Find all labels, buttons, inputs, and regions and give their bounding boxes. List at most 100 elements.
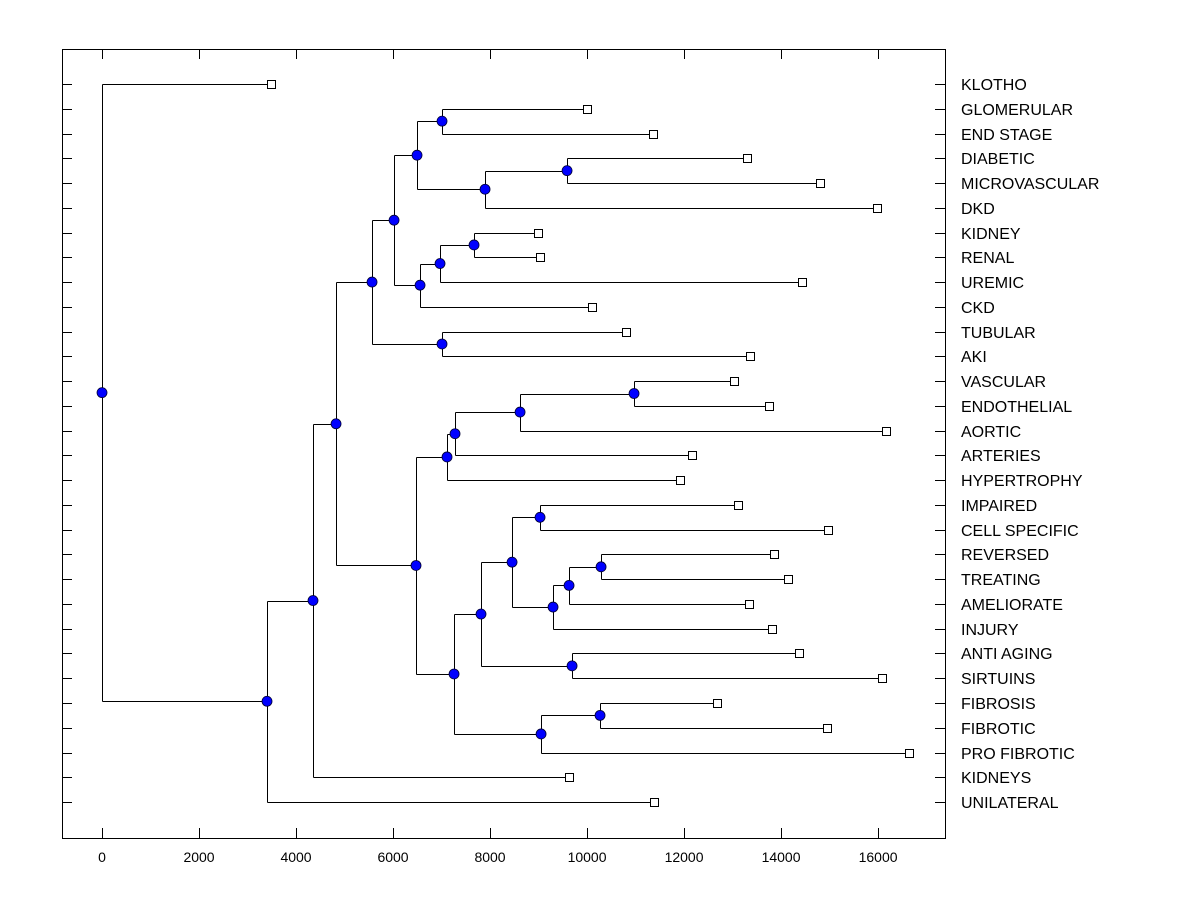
leaf-marker	[882, 427, 891, 436]
leaf-label: HYPERTROPHY	[961, 473, 1083, 490]
leaf-label: VASCULAR	[961, 374, 1046, 391]
x-tick-label: 2000	[183, 849, 214, 865]
leaf-marker	[688, 451, 697, 460]
leaf-marker	[795, 649, 804, 658]
leaf-marker	[534, 229, 543, 238]
leaf-label: AMELIORATE	[961, 597, 1063, 614]
merge-node	[547, 601, 559, 613]
leaf-label: KIDNEYS	[961, 770, 1031, 787]
leaf-label: ANTI AGING	[961, 646, 1053, 663]
leaf-label: UNILATERAL	[961, 795, 1059, 812]
leaf-marker	[588, 303, 597, 312]
leaf-label: CELL SPECIFIC	[961, 523, 1079, 540]
leaf-label: AORTIC	[961, 424, 1021, 441]
x-tick-label: 6000	[377, 849, 408, 865]
x-tick-label: 12000	[665, 849, 704, 865]
merge-node	[449, 428, 461, 440]
leaf-marker	[649, 130, 658, 139]
leaf-marker	[734, 501, 743, 510]
leaf-label: KLOTHO	[961, 77, 1027, 94]
x-tick-label: 10000	[568, 849, 607, 865]
leaf-label: AKI	[961, 349, 987, 366]
leaf-marker	[798, 278, 807, 287]
merge-node	[436, 115, 448, 127]
leaf-label: END STAGE	[961, 127, 1052, 144]
leaf-marker	[583, 105, 592, 114]
leaf-marker	[730, 377, 739, 386]
leaf-label: MICROVASCULAR	[961, 176, 1099, 193]
merge-node	[410, 560, 422, 571]
merge-node	[307, 595, 319, 606]
x-tick-label: 4000	[280, 849, 311, 865]
leaf-labels: KLOTHO GLOMERULAR END STAGE DIABETIC MICROVA…	[961, 77, 1099, 812]
merge-node	[366, 276, 378, 288]
leaf-marker	[622, 328, 631, 337]
merge-node	[96, 387, 108, 399]
leaf-label: FIBROSIS	[961, 696, 1036, 713]
leaf-marker	[650, 798, 659, 807]
leaf-marker	[765, 402, 774, 411]
leaf-label: TUBULAR	[961, 325, 1036, 342]
merge-node	[330, 418, 342, 430]
leaf-label: SIRTUINS	[961, 671, 1035, 688]
merge-node	[261, 695, 273, 707]
plot-border	[62, 49, 946, 839]
x-axis-tick-labels: 0 2000 4000 6000 8000 10000 12000 14000 16000	[98, 849, 898, 865]
plot-frame	[62, 49, 946, 839]
leaf-marker	[905, 749, 914, 758]
leaf-label: ENDOTHELIAL	[961, 399, 1072, 416]
merge-node	[514, 406, 526, 418]
merge-node	[594, 709, 606, 721]
merge-node	[388, 214, 400, 226]
leaf-label: PRO FIBROTIC	[961, 746, 1075, 763]
merge-node	[563, 579, 575, 591]
leaf-marker	[743, 154, 752, 163]
merge-node	[448, 668, 460, 680]
merge-node	[434, 258, 446, 269]
leaf-label: DKD	[961, 201, 995, 218]
leaf-marker	[745, 600, 754, 609]
leaf-marker	[824, 526, 833, 535]
leaf-marker	[746, 352, 755, 361]
merge-nodes	[96, 115, 640, 740]
leaf-label: GLOMERULAR	[961, 102, 1073, 119]
leaf-marker	[878, 674, 887, 683]
leaf-marker	[676, 476, 685, 485]
leaf-marker	[768, 625, 777, 634]
leaf-label: UREMIC	[961, 275, 1024, 292]
leaf-label: REVERSED	[961, 547, 1049, 564]
x-tick-label: 8000	[474, 849, 505, 865]
leaf-marker	[713, 699, 722, 708]
merge-node	[628, 388, 640, 399]
leaf-marker	[536, 253, 545, 262]
merge-node	[534, 511, 546, 523]
x-tick-label: 0	[98, 849, 106, 865]
leaf-label: IMPAIRED	[961, 498, 1037, 515]
leaf-marker	[816, 179, 825, 188]
leaf-label: TREATING	[961, 572, 1041, 589]
axis-ticks	[62, 49, 945, 838]
leaf-marker	[873, 204, 882, 213]
merge-node	[441, 451, 453, 463]
merge-node	[479, 183, 491, 195]
leaf-label: FIBROTIC	[961, 721, 1036, 738]
merge-node	[475, 608, 487, 620]
leaf-marker	[823, 724, 832, 733]
x-tick-label: 14000	[762, 849, 801, 865]
merge-node	[414, 279, 426, 291]
merge-node	[506, 556, 518, 568]
leaf-marker	[565, 773, 574, 782]
leaf-label: CKD	[961, 300, 995, 317]
leaf-marker	[267, 80, 276, 89]
leaf-marker	[770, 550, 779, 559]
leaf-label: RENAL	[961, 250, 1014, 267]
leaf-label: INJURY	[961, 622, 1019, 639]
merge-node	[468, 239, 480, 251]
leaf-marker	[784, 575, 793, 584]
branches	[102, 84, 906, 803]
leaf-label: KIDNEY	[961, 226, 1021, 243]
leaf-markers	[267, 80, 914, 807]
merge-node	[411, 149, 423, 161]
merge-node	[595, 561, 607, 573]
leaf-label: ARTERIES	[961, 448, 1041, 465]
